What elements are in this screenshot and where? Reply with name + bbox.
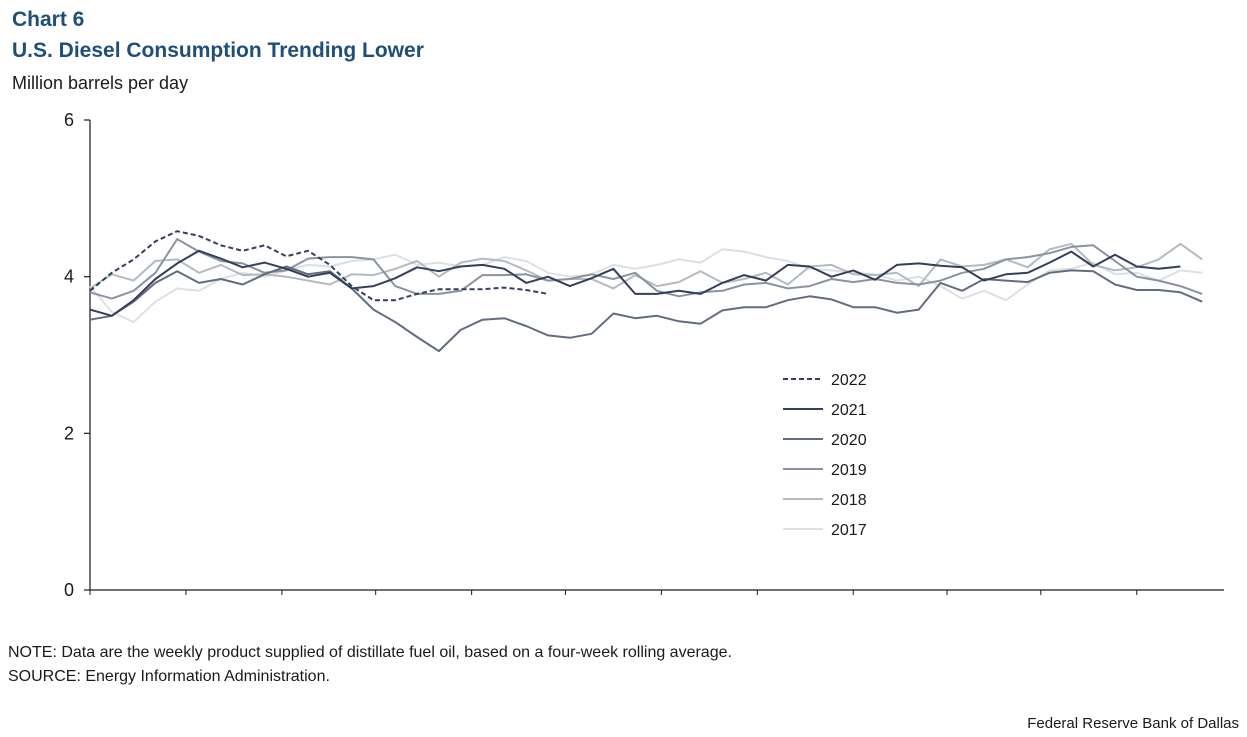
y-tick-label: 4 xyxy=(64,267,74,287)
y-tick-label: 0 xyxy=(64,580,74,600)
legend-label-2017: 2017 xyxy=(831,522,867,539)
footnote-source: SOURCE: Energy Information Administratio… xyxy=(8,668,330,685)
credit-line: Federal Reserve Bank of Dallas xyxy=(1027,715,1239,732)
axes: 0246JanFebMarAprMayJunJulAugSepOctNovDec xyxy=(64,110,1224,600)
legend-label-2019: 2019 xyxy=(831,462,867,479)
chart-label: Chart 6 xyxy=(12,8,85,31)
legend-label-2022: 2022 xyxy=(831,372,867,389)
series-layer xyxy=(89,230,1203,353)
series-line-2022 xyxy=(89,230,549,302)
series-line-2021 xyxy=(89,249,1181,317)
series-line-2020 xyxy=(89,265,1203,353)
y-tick-label: 2 xyxy=(64,423,74,443)
legend-label-2020: 2020 xyxy=(831,432,867,449)
series-line-2019 xyxy=(89,238,1203,300)
y-tick-label: 6 xyxy=(64,110,74,130)
legend: 2022 2021 2020 2019 2018 2017 xyxy=(783,372,867,539)
y-axis-units-label: Million barrels per day xyxy=(12,73,189,93)
line-chart: 0246JanFebMarAprMayJunJulAugSepOctNovDec… xyxy=(64,110,1224,600)
legend-label-2018: 2018 xyxy=(831,492,867,509)
footnote-note: NOTE: Data are the weekly product suppli… xyxy=(8,644,732,661)
series-line-2017 xyxy=(89,248,1203,324)
legend-label-2021: 2021 xyxy=(831,402,867,419)
chart-title: U.S. Diesel Consumption Trending Lower xyxy=(12,39,424,62)
